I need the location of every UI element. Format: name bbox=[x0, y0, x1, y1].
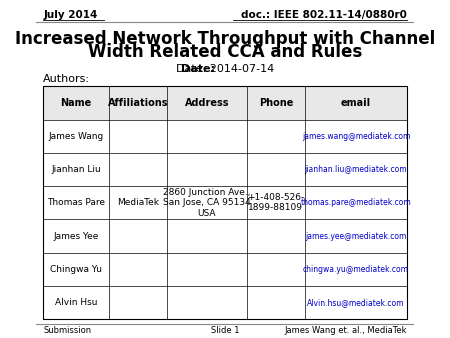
Text: doc.: IEEE 802.11-14/0880r0: doc.: IEEE 802.11-14/0880r0 bbox=[241, 10, 407, 20]
Text: James Wang: James Wang bbox=[49, 132, 104, 141]
Text: +1-408-526-
1899-88109: +1-408-526- 1899-88109 bbox=[247, 193, 305, 213]
Text: Alvin Hsu: Alvin Hsu bbox=[55, 298, 97, 307]
Text: Name: Name bbox=[60, 98, 92, 108]
Text: James Wang et. al., MediaTek: James Wang et. al., MediaTek bbox=[284, 326, 407, 335]
Text: Width Related CCA and Rules: Width Related CCA and Rules bbox=[88, 43, 362, 62]
Text: Date:: Date: bbox=[181, 64, 215, 74]
Text: July 2014: July 2014 bbox=[43, 10, 98, 20]
Text: Date: 2014-07-14: Date: 2014-07-14 bbox=[176, 64, 274, 74]
Text: email: email bbox=[341, 98, 371, 108]
Text: 2860 Junction Ave.,
San Jose, CA 95134
USA: 2860 Junction Ave., San Jose, CA 95134 U… bbox=[163, 188, 251, 218]
Text: Affiliations: Affiliations bbox=[108, 98, 168, 108]
Text: james.wang@mediatek.com: james.wang@mediatek.com bbox=[302, 132, 410, 141]
Text: Slide 1: Slide 1 bbox=[211, 326, 239, 335]
Text: Submission: Submission bbox=[43, 326, 91, 335]
Text: Address: Address bbox=[184, 98, 229, 108]
Text: jianhan.liu@mediatek.com: jianhan.liu@mediatek.com bbox=[305, 165, 407, 174]
Text: Alvin.hsu@mediatek.com: Alvin.hsu@mediatek.com bbox=[307, 298, 405, 307]
Text: Authors:: Authors: bbox=[43, 74, 90, 84]
Text: Thomas Pare: Thomas Pare bbox=[47, 198, 105, 207]
Text: Chingwa Yu: Chingwa Yu bbox=[50, 265, 102, 274]
Bar bbox=[43, 86, 407, 120]
Text: Phone: Phone bbox=[259, 98, 293, 108]
Text: MediaTek: MediaTek bbox=[117, 198, 159, 207]
Text: thomas.pare@mediatek.com: thomas.pare@mediatek.com bbox=[301, 198, 411, 207]
Bar bbox=[43, 86, 407, 319]
Text: james.yee@mediatek.com: james.yee@mediatek.com bbox=[305, 232, 406, 241]
Text: Increased Network Throughput with Channel: Increased Network Throughput with Channe… bbox=[15, 30, 435, 48]
Text: Jianhan Liu: Jianhan Liu bbox=[51, 165, 101, 174]
Text: chingwa.yu@mediatek.com: chingwa.yu@mediatek.com bbox=[303, 265, 409, 274]
Text: James Yee: James Yee bbox=[54, 232, 99, 241]
